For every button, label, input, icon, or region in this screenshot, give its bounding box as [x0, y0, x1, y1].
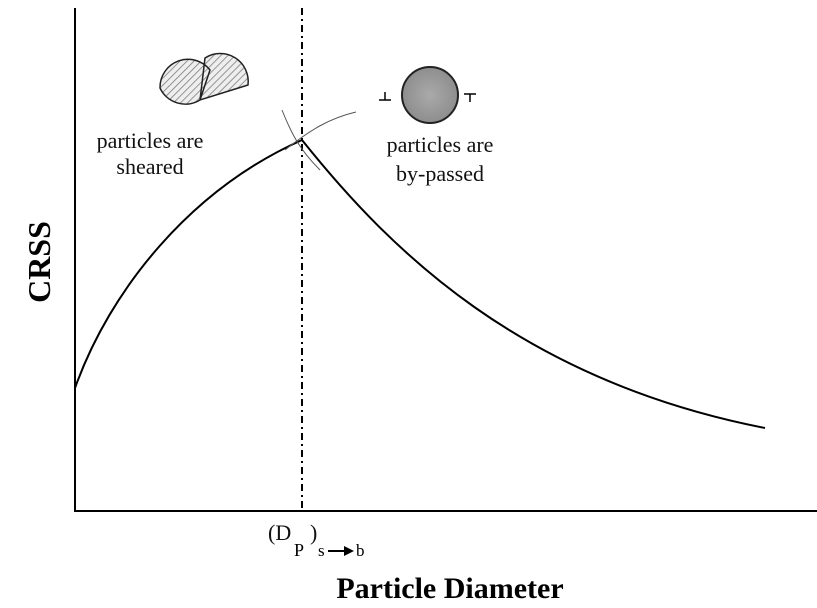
- marker-close: ): [310, 520, 317, 545]
- y-axis-title: CRSS: [21, 221, 57, 303]
- bypass-curve: [301, 139, 766, 429]
- sheared-particle: [159, 52, 249, 105]
- region-label: by-passed: [396, 161, 484, 186]
- shear-extension: [281, 109, 321, 171]
- region-label: sheared: [116, 154, 183, 179]
- region-label: particles are: [97, 128, 204, 153]
- x-axis-title: Particle Diameter: [336, 572, 563, 605]
- region-label: particles are: [387, 132, 494, 157]
- marker-from: s: [318, 541, 325, 560]
- marker-label: (D: [268, 520, 291, 545]
- marker-to: b: [356, 541, 365, 560]
- marker-arrow: [328, 546, 354, 556]
- shearing-curve: [74, 139, 303, 389]
- marker-sub: P: [294, 540, 304, 560]
- dislocation-symbols: [379, 92, 476, 102]
- bypassed-particle: [401, 66, 459, 124]
- bypass-extension: [284, 111, 357, 151]
